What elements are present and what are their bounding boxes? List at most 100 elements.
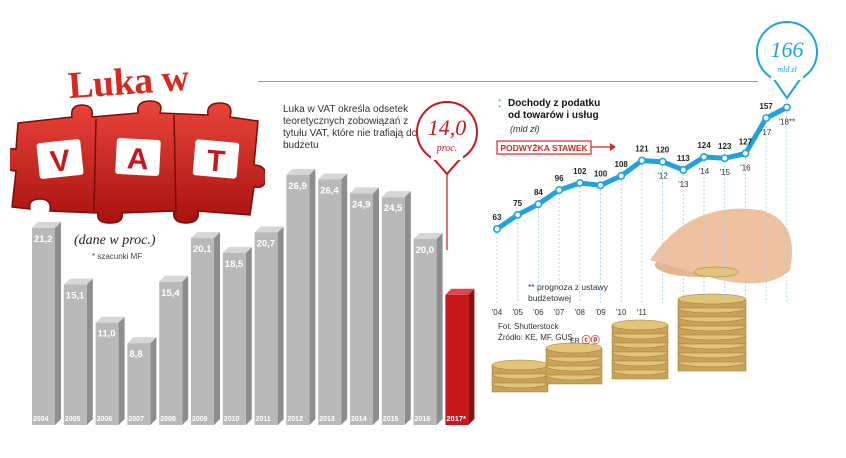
bar-face: [413, 239, 437, 425]
tax-hike-marker: PODWYŻKA STAWEK: [496, 140, 616, 155]
revenue-point: [762, 114, 771, 123]
bar-face: [445, 294, 469, 425]
revenue-point: [720, 154, 729, 163]
revenue-value-label: 75: [513, 199, 522, 208]
bar-face: [95, 322, 119, 425]
revenue-point: [658, 157, 667, 166]
photo-credit: Fot. Shutterstock: [498, 322, 559, 331]
bar-side: [341, 173, 348, 425]
header-divider: [258, 81, 758, 82]
bar-top: [286, 168, 316, 175]
coin-stack: [611, 319, 669, 380]
puzzle-letter-v: V: [49, 144, 72, 179]
revenue-point: [596, 181, 605, 190]
revenue-value-label: 123: [718, 142, 732, 151]
coin-face: [611, 319, 669, 331]
coins-illustration: [491, 208, 792, 393]
revenue-point: [679, 166, 688, 175]
bar-top: [413, 233, 443, 239]
revenue-value-label: 102: [573, 167, 587, 176]
bar-value-label: 20,1: [193, 244, 212, 255]
line-highlight-unit: mld zł: [777, 65, 797, 74]
bar-top: [445, 288, 475, 295]
revenue-value-label: 124: [697, 141, 711, 150]
line-chart: 63 '04 75 '05 84 '06 96 '07 102 '08 100 '09 108 '10 12…: [492, 102, 795, 317]
puzzle-letter-t: T: [205, 144, 226, 178]
revenue-value-label: 96: [555, 174, 564, 183]
bar-2007: 8,8 2007: [127, 337, 157, 425]
description-text: Luka w VAT określa odsetek teoretycznych…: [283, 104, 418, 151]
bar-year-label: 2007: [128, 416, 144, 423]
bar-side: [118, 316, 125, 425]
coin-face: [491, 359, 549, 371]
year-tick-label: '07: [554, 308, 565, 317]
year-tick-label: '18**: [778, 117, 795, 126]
bar-2008: 15,4 2008: [159, 275, 189, 425]
revenue-value-label: 121: [635, 145, 649, 154]
year-tick-label: '14: [699, 167, 710, 176]
revenue-point: [513, 210, 522, 219]
bar-value-label: 26,4: [320, 185, 339, 196]
year-tick-label: '10: [616, 308, 627, 317]
source-credit: Źródło: KE, MF, GUS: [498, 333, 573, 342]
bar-value-label: 8,8: [129, 349, 142, 360]
bar-value-label: 24,9: [352, 199, 371, 210]
bar-side: [277, 226, 284, 425]
bar-year-label: 2008: [160, 416, 176, 423]
logo-icon: ⓒⓟ: [581, 335, 600, 345]
bar-2009: 20,1 2009: [191, 232, 220, 425]
year-tick-label: '06: [533, 308, 544, 317]
line-highlight-pin: 166 mld zł: [756, 21, 818, 100]
year-tick-label: '04: [492, 308, 503, 317]
line-highlight-value: 166: [771, 37, 804, 62]
bar-chart: 21,2 2004 15,1 2005 11,0 2006 8,8 2007 15,4 2008 2…: [32, 168, 475, 425]
bar-face: [350, 193, 373, 425]
bar-top: [63, 278, 93, 285]
revenue-value-label: 100: [594, 169, 608, 178]
year-tick-label: '11: [637, 308, 647, 317]
bar-face: [159, 281, 183, 425]
bar-value-label: 15,1: [66, 291, 85, 302]
forecast-footnote: ** prognoza z ustawy budżetowej: [528, 282, 608, 303]
bar-highlight-unit: proc.: [436, 143, 457, 154]
line-title-1: Dochody z podatku: [508, 98, 601, 109]
revenue-point: [555, 186, 564, 195]
bar-value-label: 11,0: [98, 329, 116, 340]
bar-2014: 24,9 2014: [350, 187, 379, 425]
coin-face: [545, 342, 603, 354]
bar-face: [286, 174, 310, 425]
line-title-2: od towarów i usług: [508, 110, 599, 121]
hand-icon: [650, 208, 792, 284]
bar-top: [95, 316, 125, 323]
bar-side: [404, 191, 411, 425]
bar-value-label: 20,0: [416, 245, 435, 256]
revenue-point: [741, 149, 750, 158]
bar-year-label: 2016: [415, 416, 431, 423]
bar-year-label: 2005: [65, 416, 81, 423]
bar-face: [222, 252, 246, 425]
bar-top: [191, 232, 220, 239]
bar-side: [309, 168, 316, 425]
bar-top: [159, 275, 189, 282]
bar-year-label: 2010: [224, 416, 240, 423]
revenue-point: [699, 153, 708, 162]
bar-side: [150, 337, 157, 425]
bar-2006: 11,0 2006: [95, 316, 125, 425]
bar-face: [32, 227, 55, 425]
bar-top: [381, 191, 411, 198]
author-initials: ER: [570, 338, 580, 345]
bar-2015: 24,5 2015: [381, 191, 411, 425]
revenue-point: [617, 171, 626, 180]
revenue-point: [492, 225, 501, 234]
revenue-value-label: 157: [759, 102, 773, 111]
revenue-value-label: 108: [615, 160, 629, 169]
bar-value-label: 26,9: [288, 181, 307, 192]
year-tick-label: '09: [595, 308, 606, 317]
puzzle-letter-a: A: [126, 142, 149, 176]
revenue-point: [782, 103, 791, 112]
bar-face: [381, 197, 405, 425]
bar-side: [245, 246, 252, 425]
bar-2016: 20,0 2016: [413, 233, 443, 425]
bar-value-label: 20,7: [257, 238, 276, 249]
blue-bullet-icon: ⁚: [498, 99, 502, 110]
